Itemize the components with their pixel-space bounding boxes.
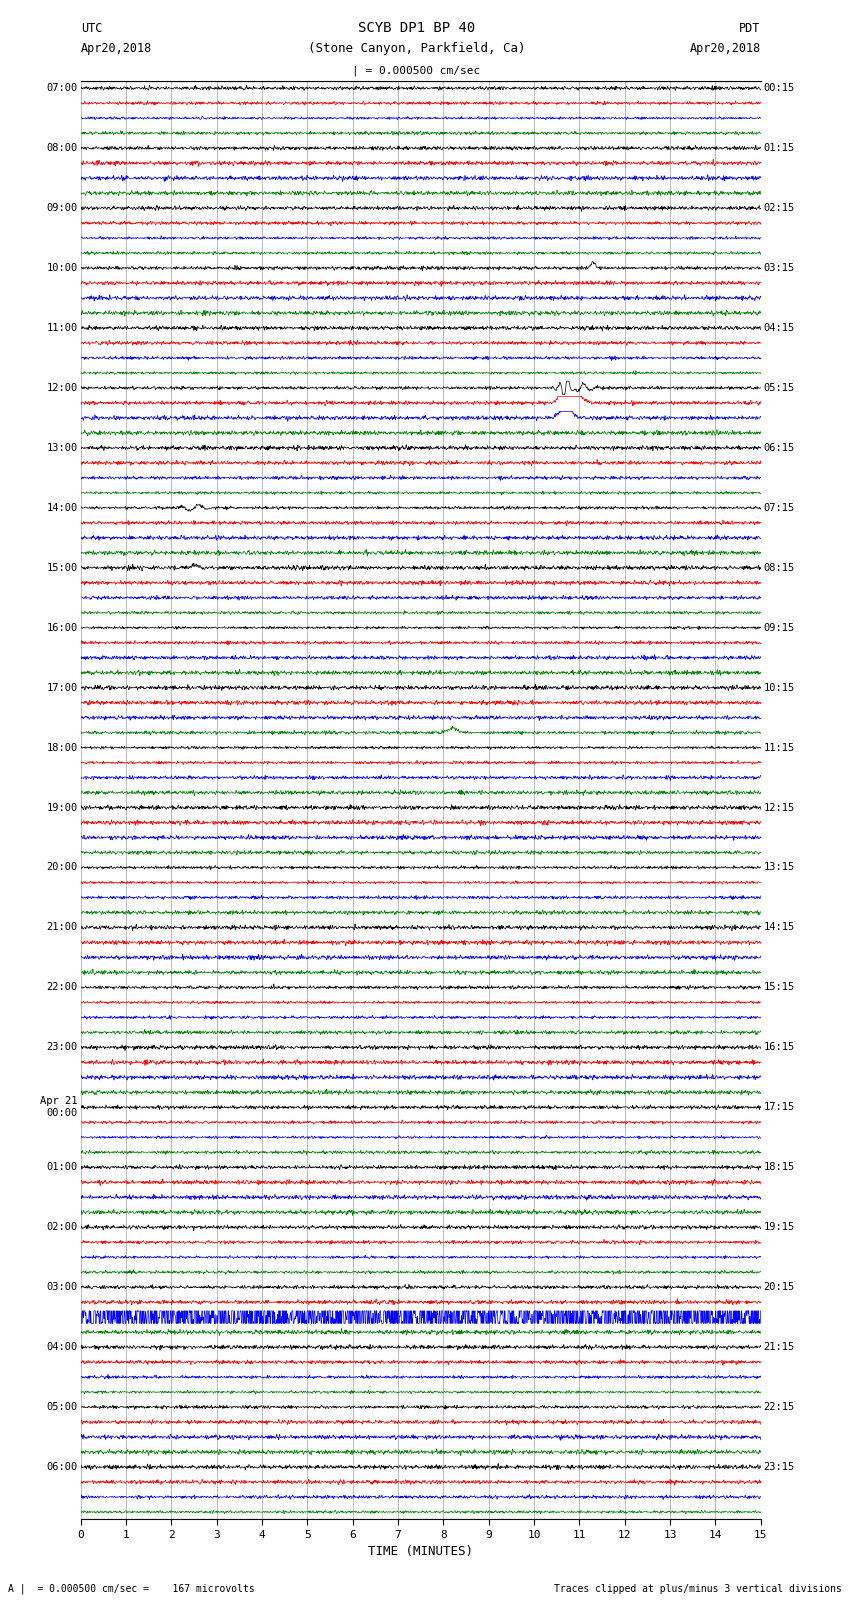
Text: UTC: UTC — [81, 23, 102, 35]
Text: (Stone Canyon, Parkfield, Ca): (Stone Canyon, Parkfield, Ca) — [308, 42, 525, 55]
Text: Apr20,2018: Apr20,2018 — [81, 42, 152, 55]
Text: Apr20,2018: Apr20,2018 — [689, 42, 761, 55]
X-axis label: TIME (MINUTES): TIME (MINUTES) — [368, 1545, 473, 1558]
Text: | = 0.000500 cm/sec: | = 0.000500 cm/sec — [353, 65, 480, 76]
Text: A |  = 0.000500 cm/sec =    167 microvolts: A | = 0.000500 cm/sec = 167 microvolts — [8, 1582, 255, 1594]
Text: PDT: PDT — [740, 23, 761, 35]
Text: Traces clipped at plus/minus 3 vertical divisions: Traces clipped at plus/minus 3 vertical … — [553, 1584, 842, 1594]
Text: SCYB DP1 BP 40: SCYB DP1 BP 40 — [358, 21, 475, 35]
